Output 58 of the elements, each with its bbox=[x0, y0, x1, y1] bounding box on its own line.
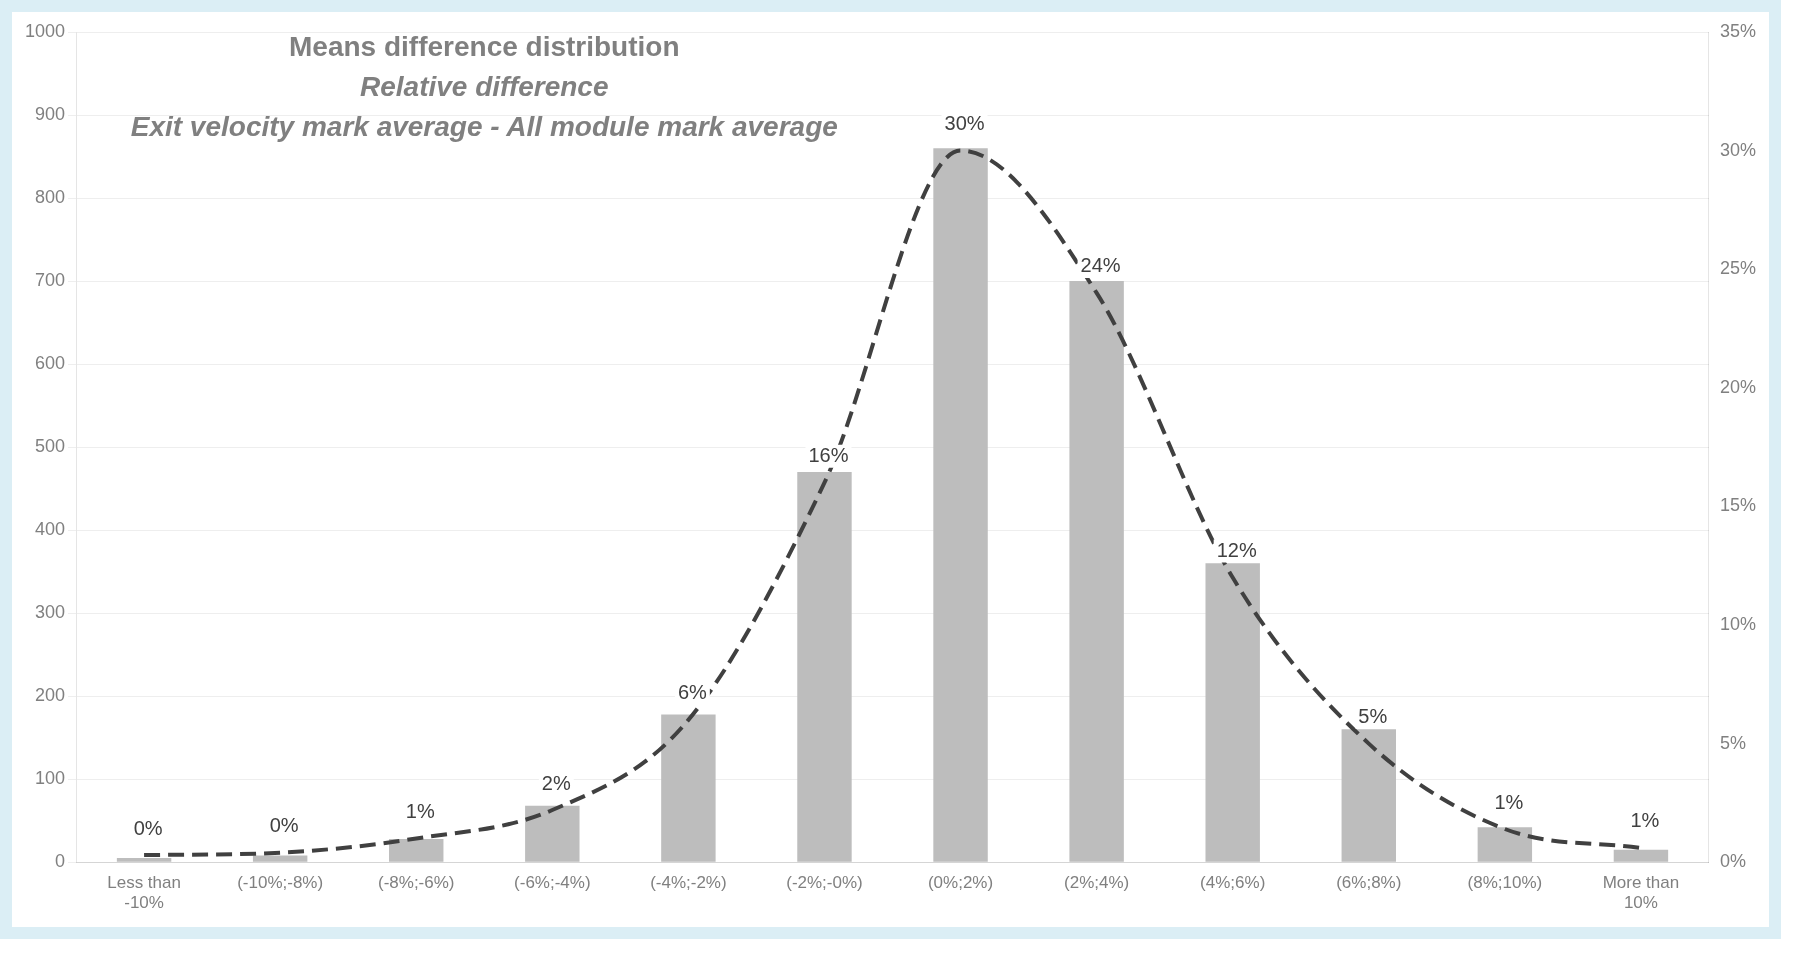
text: Relative difference bbox=[360, 70, 609, 102]
bar bbox=[1069, 281, 1124, 862]
bar bbox=[1613, 849, 1669, 862]
data-label: 1% bbox=[1630, 809, 1660, 832]
x-tick-label: More than 10% bbox=[1602, 873, 1680, 913]
bar bbox=[525, 805, 580, 862]
y2-tick-label: 35% bbox=[1719, 20, 1756, 41]
data-label: 1% bbox=[1494, 790, 1524, 813]
y2-tick-label: 20% bbox=[1719, 376, 1756, 397]
y-tick-label: 1000 bbox=[25, 20, 66, 41]
data-label: 12% bbox=[1216, 539, 1257, 562]
y2-tick-label: 10% bbox=[1719, 613, 1756, 634]
x-tick-label: (2%;4%) bbox=[1064, 873, 1130, 893]
bar bbox=[1341, 729, 1396, 862]
y2-tick-label: 0% bbox=[1719, 851, 1746, 872]
y2-tick-label: 15% bbox=[1719, 495, 1756, 516]
y-tick-label: 900 bbox=[35, 103, 66, 124]
y-tick-label: 300 bbox=[35, 602, 66, 623]
y-tick-label: 600 bbox=[35, 353, 66, 374]
bar bbox=[933, 148, 988, 862]
data-label: 16% bbox=[808, 444, 849, 467]
bar bbox=[1205, 563, 1260, 862]
x-tick-label: (-8%;-6%) bbox=[377, 873, 455, 893]
data-label: 24% bbox=[1080, 254, 1121, 277]
data-label: 1% bbox=[405, 800, 435, 822]
x-tick-label: (-10%;-8%) bbox=[237, 873, 324, 893]
bar bbox=[116, 858, 172, 862]
x-tick-label: (-4%;-2%) bbox=[650, 873, 727, 893]
x-tick-label: (8%;10%) bbox=[1467, 873, 1543, 893]
data-label: 0% bbox=[269, 814, 299, 837]
y-tick-label: 100 bbox=[35, 768, 66, 789]
data-label: 0% bbox=[133, 816, 163, 839]
bar bbox=[1477, 827, 1533, 862]
data-label: 30% bbox=[944, 112, 985, 135]
x-tick-label: (-6%;-4%) bbox=[514, 873, 591, 893]
y-tick-label: 400 bbox=[35, 519, 66, 540]
y2-tick-label: 25% bbox=[1719, 258, 1756, 279]
x-tick-label: (6%;8%) bbox=[1336, 873, 1402, 893]
y-tick-label: 200 bbox=[35, 685, 66, 706]
x-tick-label: (-2%;-0%) bbox=[786, 873, 863, 893]
chart-title: Means difference distribution bbox=[289, 30, 680, 62]
bar bbox=[252, 855, 308, 862]
annotation: Exit velocity mark average - All module mark average bbox=[130, 110, 838, 142]
y2-tick-label: 30% bbox=[1719, 139, 1756, 160]
y-tick-label: 700 bbox=[35, 270, 66, 291]
x-tick-label: Less than -10% bbox=[107, 873, 181, 913]
data-label: 6% bbox=[677, 681, 708, 704]
bar bbox=[389, 838, 444, 862]
data-label: 5% bbox=[1358, 705, 1388, 728]
y-tick-label: 500 bbox=[35, 436, 66, 457]
x-tick-label: (0%;2%) bbox=[927, 873, 994, 893]
y-tick-label: 0 bbox=[55, 851, 66, 872]
y-tick-label: 800 bbox=[35, 187, 66, 208]
x-tick-label: (4%;6%) bbox=[1200, 873, 1266, 893]
y2-tick-label: 5% bbox=[1719, 732, 1746, 753]
data-label: 2% bbox=[541, 771, 571, 794]
bar bbox=[661, 714, 716, 862]
bar bbox=[797, 472, 852, 862]
